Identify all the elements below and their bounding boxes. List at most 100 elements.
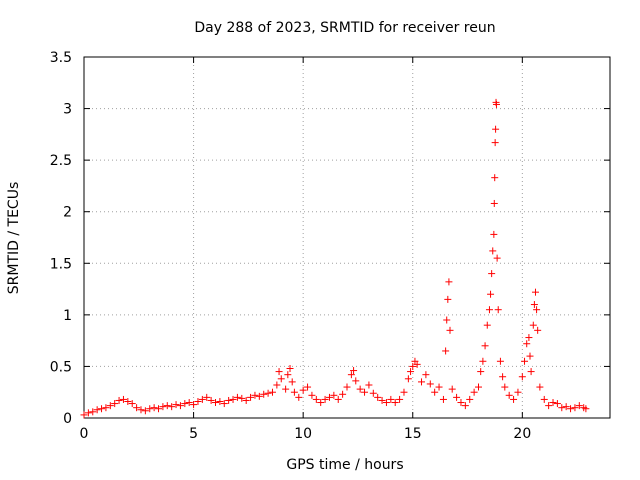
data-point (124, 397, 132, 405)
data-point (562, 403, 570, 411)
data-point (141, 407, 149, 415)
x-tick-label: 15 (404, 426, 422, 442)
axis-ticks (83, 56, 610, 419)
data-point (510, 395, 518, 403)
data-point (445, 278, 453, 286)
data-point (549, 399, 557, 407)
data-point (163, 402, 171, 410)
x-tick-labels: 0 5 10 15 20 (80, 426, 532, 442)
x-tick-label: 20 (513, 426, 531, 442)
data-point (312, 395, 320, 403)
data-point (453, 393, 461, 401)
chart-title: Day 288 of 2023, SRMTID for receiver reu… (194, 20, 495, 36)
data-point (413, 360, 421, 368)
data-point (374, 393, 382, 401)
data-point (582, 405, 590, 413)
data-point (490, 199, 498, 207)
y-axis-label: SRMTID / TECUs (6, 182, 22, 295)
data-point (407, 368, 415, 376)
data-point (527, 368, 535, 376)
data-point (494, 306, 502, 314)
data-point (176, 402, 184, 410)
data-point (339, 390, 347, 398)
data-point (229, 395, 237, 403)
data-point (529, 321, 537, 329)
data-point (80, 411, 88, 419)
data-point (499, 373, 507, 381)
data-point (505, 391, 513, 399)
data-point (483, 321, 491, 329)
data-point (98, 405, 106, 413)
data-point (119, 395, 127, 403)
data-point (491, 139, 499, 147)
data-point (225, 396, 233, 404)
data-point (356, 385, 364, 393)
data-point (493, 254, 501, 262)
data-point (443, 316, 451, 324)
data-point (194, 397, 202, 405)
data-point (150, 404, 158, 412)
data-point (400, 388, 408, 396)
data-point (247, 393, 255, 401)
data-point (496, 357, 504, 365)
data-point (448, 385, 456, 393)
data-point (115, 396, 123, 404)
data-point (490, 230, 498, 238)
data-point (181, 400, 189, 408)
data-point (106, 402, 114, 410)
data-point (133, 404, 141, 412)
data-point (533, 306, 541, 314)
data-point (422, 371, 430, 379)
data-point (255, 392, 263, 400)
data-point (553, 400, 561, 408)
data-point (251, 391, 259, 399)
data-point (571, 404, 579, 412)
data-point (540, 395, 548, 403)
data-point (378, 396, 386, 404)
x-tick-label: 5 (189, 426, 198, 442)
data-point (391, 399, 399, 407)
data-point (212, 399, 219, 407)
data-point (442, 347, 450, 355)
data-point (216, 397, 224, 405)
data-point (284, 371, 292, 379)
gridlines (84, 57, 610, 418)
data-point (155, 405, 163, 413)
data-point (387, 395, 395, 403)
data-point (321, 395, 329, 403)
data-point (525, 334, 533, 342)
plot-frame (83, 56, 611, 419)
data-point (275, 368, 283, 376)
data-point (404, 375, 412, 383)
data-point (203, 393, 211, 401)
data-point (286, 364, 294, 372)
data-point (233, 393, 241, 401)
data-point (207, 396, 215, 404)
data-point (220, 400, 228, 408)
data-point (343, 383, 351, 391)
data-point (558, 404, 566, 412)
data-point (444, 295, 452, 303)
data-point (242, 396, 250, 404)
data-point (325, 393, 333, 401)
data-point (190, 401, 198, 409)
data-point (396, 395, 404, 403)
data-point (491, 174, 499, 182)
y-tick-labels: 0 0.5 1 1.5 2 2.5 3 3.5 (50, 50, 72, 427)
data-point (466, 395, 474, 403)
data-point (146, 405, 154, 413)
data-point (477, 368, 485, 376)
data-point (457, 399, 465, 407)
data-point (439, 395, 447, 403)
data-point (264, 389, 272, 397)
data-point (159, 403, 167, 411)
data-point (531, 288, 539, 296)
data-point (102, 404, 110, 412)
data-point (488, 270, 496, 278)
data-point (137, 406, 145, 414)
data-point (288, 378, 296, 386)
data-point (530, 301, 538, 309)
data-point (198, 395, 206, 403)
data-point (185, 399, 193, 407)
